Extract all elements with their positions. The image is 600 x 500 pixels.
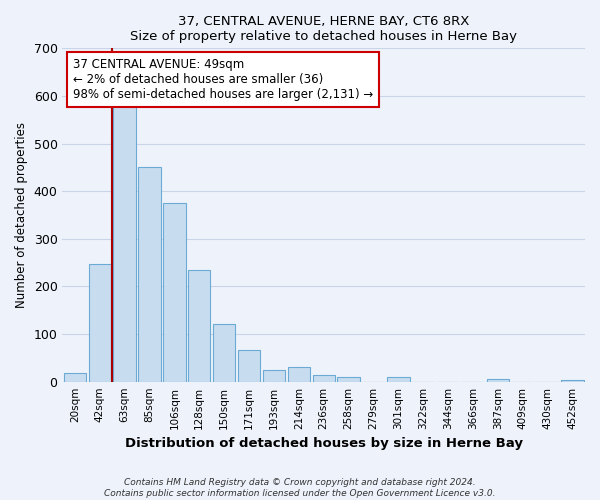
Bar [188, 270, 211, 382]
Bar [213, 324, 235, 382]
Bar [387, 378, 410, 382]
Bar [287, 367, 310, 382]
Bar [337, 377, 360, 382]
Text: 37 CENTRAL AVENUE: 49sqm
← 2% of detached houses are smaller (36)
98% of semi-de: 37 CENTRAL AVENUE: 49sqm ← 2% of detache… [73, 58, 373, 102]
Bar [139, 168, 161, 382]
Y-axis label: Number of detached properties: Number of detached properties [15, 122, 28, 308]
Title: 37, CENTRAL AVENUE, HERNE BAY, CT6 8RX
Size of property relative to detached hou: 37, CENTRAL AVENUE, HERNE BAY, CT6 8RX S… [130, 15, 517, 43]
Bar [263, 370, 285, 382]
Bar [89, 264, 111, 382]
X-axis label: Distribution of detached houses by size in Herne Bay: Distribution of detached houses by size … [125, 437, 523, 450]
Bar [487, 380, 509, 382]
Bar [64, 373, 86, 382]
Bar [562, 380, 584, 382]
Bar [238, 350, 260, 382]
Bar [163, 203, 185, 382]
Text: Contains HM Land Registry data © Crown copyright and database right 2024.
Contai: Contains HM Land Registry data © Crown c… [104, 478, 496, 498]
Bar [113, 104, 136, 382]
Bar [313, 376, 335, 382]
